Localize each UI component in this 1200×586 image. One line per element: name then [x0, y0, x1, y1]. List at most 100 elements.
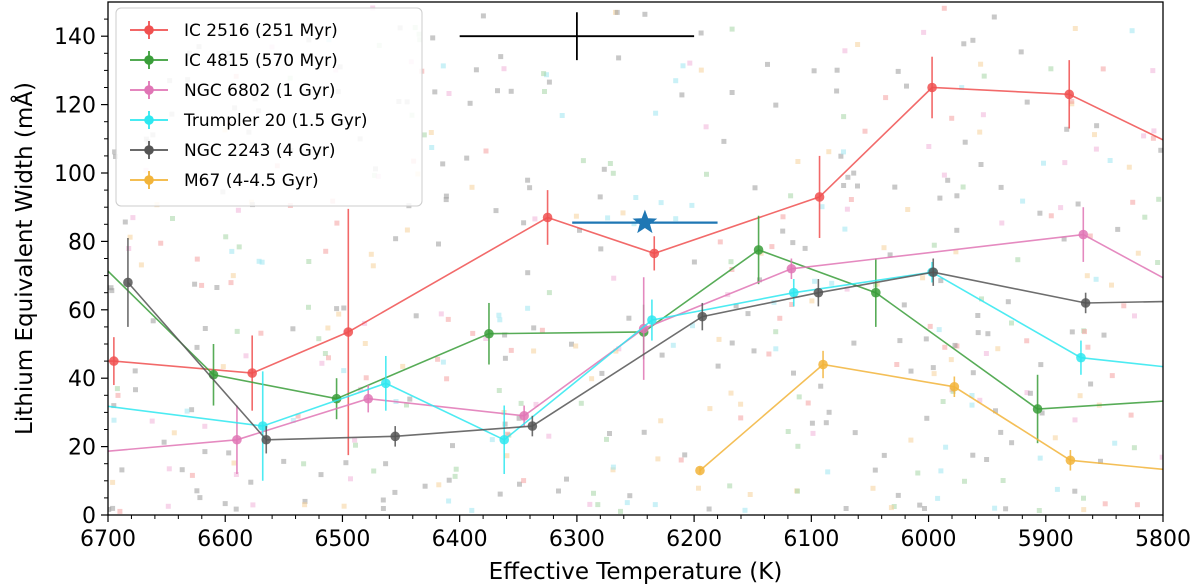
scatter-point: [541, 71, 547, 77]
scatter-point: [1062, 160, 1068, 166]
scatter-point: [991, 14, 997, 20]
target-star: [572, 209, 718, 234]
scatter-point: [1150, 68, 1156, 74]
scatter-point: [642, 11, 648, 17]
scatter-point: [795, 488, 800, 494]
scatter-point: [733, 303, 739, 309]
scatter-point: [809, 298, 815, 304]
scatter-point: [728, 259, 734, 265]
scatter-point: [111, 417, 117, 423]
scatter-point: [383, 461, 389, 467]
series-4: [123, 237, 1163, 454]
scatter-point: [368, 251, 374, 257]
scatter-point: [641, 429, 647, 435]
legend-entry-2: NGC 6802 (1 Gyr): [130, 81, 336, 101]
data-point: [695, 465, 705, 476]
scatter-point: [1024, 338, 1030, 344]
scatter-point: [556, 488, 561, 494]
scatter-point: [1141, 133, 1147, 139]
scatter-point: [108, 507, 112, 512]
scatter-point: [380, 506, 386, 511]
scatter-point: [508, 88, 514, 94]
scatter-point: [652, 502, 658, 508]
scatter-point: [738, 415, 744, 421]
scatter-point: [607, 161, 613, 166]
scatter-point: [938, 468, 944, 474]
data-point: [519, 411, 529, 421]
scatter-point: [959, 85, 965, 91]
scatter-point: [766, 351, 772, 357]
scatter-point: [810, 430, 816, 436]
scatter-point: [1092, 132, 1097, 138]
scatter-point: [170, 216, 175, 221]
scatter-point: [613, 348, 619, 354]
scatter-point: [564, 476, 569, 482]
scatter-point: [742, 507, 748, 513]
scatter-point: [937, 195, 943, 201]
scatter-point: [848, 197, 854, 202]
scatter-point: [443, 193, 449, 199]
scatter-point: [158, 240, 164, 246]
data-point: [786, 263, 797, 274]
scatter-point: [1064, 126, 1070, 132]
scatter-point: [851, 340, 857, 346]
scatter-point: [1000, 478, 1006, 483]
scatter-point: [231, 460, 237, 466]
scatter-point: [769, 244, 775, 250]
scatter-point: [895, 492, 901, 498]
scatter-point: [922, 506, 927, 511]
scatter-point: [610, 467, 616, 473]
scatter-point: [531, 348, 537, 354]
data-point: [697, 311, 708, 322]
data-point: [649, 248, 660, 259]
scatter-point: [917, 502, 923, 508]
scatter-point: [438, 311, 444, 317]
scatter-point: [445, 316, 451, 322]
scatter-point: [921, 29, 927, 35]
scatter-point: [453, 466, 459, 472]
scatter-point: [220, 364, 226, 370]
scatter-point: [1061, 236, 1067, 242]
scatter-point: [407, 396, 413, 402]
scatter-point: [1009, 440, 1015, 446]
scatter-point: [838, 153, 844, 159]
legend-entry-3: Trumpler 20 (1.5 Gyr): [130, 111, 368, 131]
scatter-point: [1151, 128, 1157, 134]
scatter-point: [470, 330, 476, 336]
scatter-point: [943, 444, 949, 450]
scatter-point: [841, 149, 846, 155]
scatter-point: [977, 129, 983, 135]
scatter-point: [469, 507, 475, 513]
scatter-point: [532, 216, 538, 222]
legend-marker: [144, 85, 154, 95]
data-point: [343, 327, 354, 337]
scatter-point: [539, 327, 545, 333]
scatter-point: [980, 112, 986, 118]
legend-frame: [115, 7, 423, 207]
scatter-point: [444, 376, 450, 382]
scatter-point: [115, 392, 121, 398]
scatter-point: [945, 177, 951, 183]
scatter-point: [843, 506, 849, 511]
scatter-point: [362, 341, 368, 346]
scatter-point: [658, 418, 664, 424]
scatter-point: [1087, 233, 1093, 239]
scatter-point: [502, 332, 508, 338]
scatter-point: [501, 66, 507, 72]
scatter-point: [826, 409, 832, 415]
series-5: [695, 350, 1163, 476]
scatter-point: [352, 437, 358, 443]
scatter-point: [544, 72, 549, 78]
scatter-point: [497, 317, 503, 323]
data-point: [753, 245, 764, 255]
data-point: [109, 356, 119, 366]
scatter-point: [430, 35, 436, 41]
scatter-point: [757, 277, 762, 283]
scatter-point: [844, 206, 850, 212]
scatter-point: [716, 336, 722, 342]
y-tick-label: 60: [68, 299, 96, 324]
scatter-point: [302, 502, 308, 508]
scatter-point: [604, 436, 609, 442]
scatter-point: [942, 344, 948, 350]
scatter-point: [166, 466, 172, 472]
